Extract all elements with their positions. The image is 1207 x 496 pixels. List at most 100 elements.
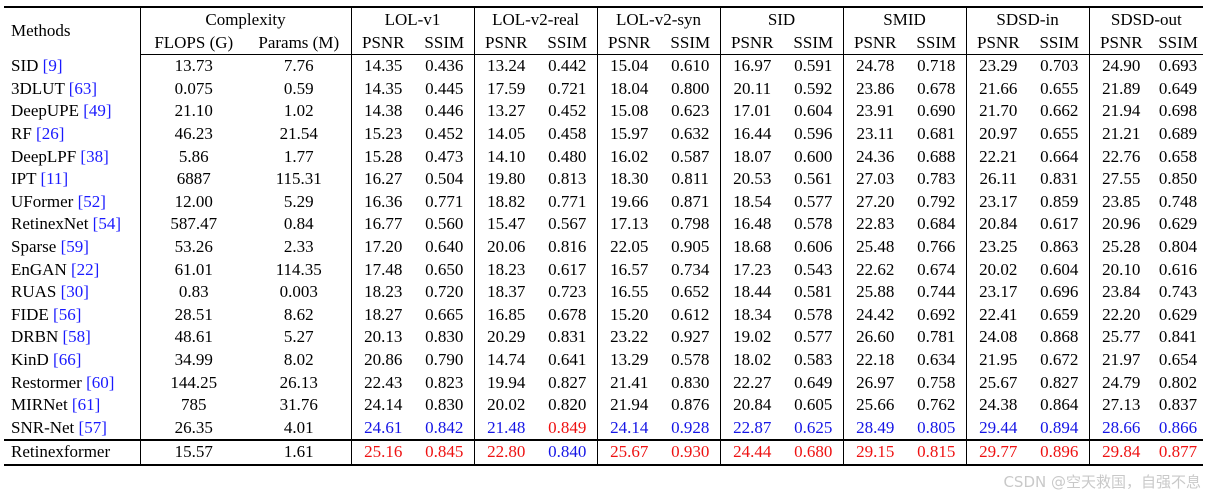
value-cell: 28.51	[139, 303, 247, 327]
value-cell: 0.592	[794, 78, 833, 98]
value-cell: 23.86	[842, 77, 908, 101]
value-cell: 8.02	[283, 350, 314, 370]
header-row-1: Methods Complexity LOL-v1 LOL-v2-real LO…	[4, 6, 1204, 55]
value-cell: 0.718	[917, 56, 956, 76]
citation-link[interactable]: [26]	[36, 124, 65, 144]
value-cell: 18.82	[473, 190, 538, 214]
value-cell: 19.80	[473, 167, 538, 191]
citation-link[interactable]: [57]	[78, 417, 107, 437]
value-cell: 0.655	[1040, 78, 1079, 98]
value-cell: 24.38	[965, 393, 1031, 417]
value-cell: 22.80	[473, 439, 538, 466]
value-cell: 29.77	[965, 439, 1031, 466]
value-cell: 0.696	[1040, 282, 1079, 302]
value-cell: 15.08	[596, 100, 661, 123]
value-cell: 13.29	[596, 348, 661, 372]
value-cell: 15.04	[596, 54, 661, 78]
table-row: RetinexNet [54] 587.47 0.84 16.77 0.560 15.47…	[4, 213, 1203, 236]
value-cell: 0.837	[1158, 395, 1198, 415]
citation-link[interactable]: [11]	[40, 169, 69, 189]
method-name-cell: SID [9]	[4, 55, 140, 78]
value-cell: 21.41	[596, 371, 661, 394]
table-row: SID [9] 13.73 7.76 14.35 0.436 13.24 0.442 15.0…	[4, 54, 1203, 78]
value-cell: 25.77	[1088, 326, 1154, 349]
value-cell: 0.815	[907, 439, 967, 466]
dataset-header: SDSD-in	[965, 6, 1090, 31]
citation-link[interactable]: [38]	[80, 146, 109, 166]
value-cell: 0.075	[139, 77, 247, 101]
citation-link[interactable]: [58]	[62, 327, 91, 347]
value-cell: 0.452	[548, 101, 587, 121]
citation-link[interactable]: [56]	[53, 304, 82, 324]
value-cell: 20.06	[473, 235, 538, 259]
value-cell: 0.842	[425, 417, 464, 437]
value-cell: 14.35	[350, 77, 415, 101]
value-cell: 24.79	[1088, 371, 1154, 394]
citation-link[interactable]: [52]	[77, 191, 106, 211]
value-cell: 18.54	[719, 190, 785, 214]
value-cell: 18.68	[719, 235, 785, 259]
value-cell: 0.766	[917, 237, 956, 257]
value-cell: 23.22	[596, 326, 661, 349]
citation-link[interactable]: [54]	[92, 214, 121, 234]
citation-link[interactable]: [49]	[83, 101, 112, 121]
citation-link[interactable]: [63]	[68, 78, 98, 98]
citation-link[interactable]: [66]	[53, 350, 82, 370]
value-cell: 22.18	[842, 348, 908, 372]
citation-link[interactable]: [61]	[71, 395, 101, 415]
method-name-cell: UFormer [52]	[4, 191, 140, 214]
value-cell: 27.03	[842, 167, 908, 191]
value-cell: 5.86	[139, 145, 247, 168]
value-cell: 21.21	[1088, 122, 1154, 146]
value-cell: 0.905	[671, 237, 710, 257]
value-cell: 17.13	[596, 213, 661, 236]
value-cell: 14.35	[350, 54, 415, 78]
method-name-cell: FIDE [56]	[4, 304, 140, 327]
value-cell: 0.871	[671, 191, 710, 211]
value-cell: 22.87	[719, 416, 785, 441]
value-cell: 587.47	[139, 213, 247, 236]
value-cell: 785	[139, 393, 247, 417]
method-name: RF	[11, 124, 37, 144]
value-cell: 20.10	[1088, 258, 1154, 281]
method-name-cell: DeepLPF [38]	[4, 145, 140, 168]
method-name: Retinexformer	[11, 442, 111, 462]
results-body: SID [9] 13.73 7.76 14.35 0.436 13.24 0.442 15.0…	[4, 54, 1204, 466]
value-cell: 0.452	[425, 124, 464, 144]
value-cell: 22.21	[965, 145, 1031, 168]
citation-link[interactable]: [59]	[60, 237, 89, 257]
citation-link[interactable]: [30]	[60, 282, 89, 302]
value-cell: 18.27	[350, 303, 415, 327]
params-header: Params (M)	[247, 31, 351, 55]
value-cell: 0.831	[548, 327, 587, 347]
value-cell: 0.681	[917, 124, 956, 144]
value-cell: 22.83	[842, 213, 908, 236]
value-cell: 15.47	[473, 213, 538, 236]
citation-link[interactable]: [22]	[70, 259, 100, 279]
value-cell: 1.77	[283, 146, 314, 166]
value-cell: 5.29	[283, 191, 314, 211]
value-cell: 12.00	[139, 190, 247, 214]
value-cell: 17.48	[350, 258, 415, 281]
value-cell: 16.55	[596, 280, 661, 304]
citation-link[interactable]: [9]	[42, 56, 63, 76]
value-cell: 20.11	[719, 77, 785, 101]
psnr-header: PSNR	[1088, 31, 1154, 55]
value-cell: 23.17	[965, 280, 1031, 304]
value-cell: 0.830	[425, 327, 464, 347]
value-cell: 0.771	[425, 191, 464, 211]
method-name: Restormer	[11, 372, 87, 392]
value-cell: 0.446	[425, 101, 464, 121]
value-cell: 0.640	[425, 237, 464, 257]
value-cell: 0.604	[1040, 259, 1079, 279]
citation-link[interactable]: [60]	[86, 372, 115, 392]
value-cell: 0.577	[794, 191, 833, 211]
method-name: SNR-Net	[11, 417, 79, 437]
value-cell: 18.37	[473, 280, 538, 304]
value-cell: 0.827	[548, 372, 587, 392]
value-cell: 26.97	[842, 371, 908, 394]
value-cell: 26.11	[965, 167, 1031, 191]
ssim-header: SSIM	[1153, 31, 1204, 55]
table-row: 3DLUT [63] 0.075 0.59 14.35 0.445 17.59 0.721 1…	[4, 77, 1203, 101]
value-cell: 0.632	[671, 124, 710, 144]
